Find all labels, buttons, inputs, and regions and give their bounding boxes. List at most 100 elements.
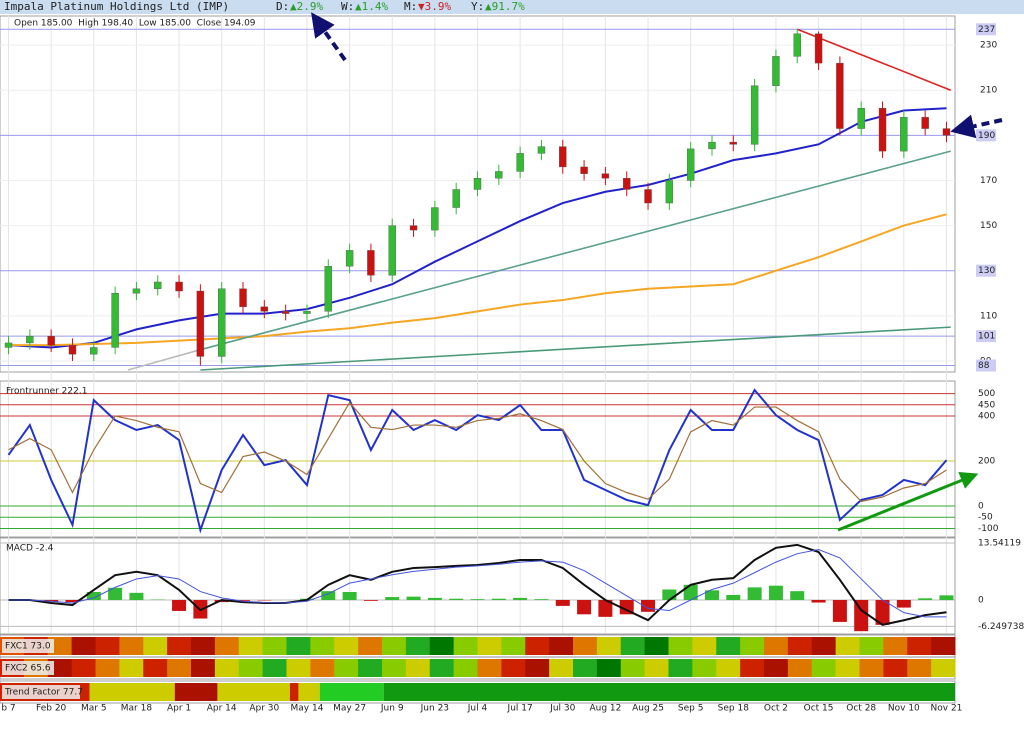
x-tick-label: Jun 9	[380, 704, 404, 714]
moving-average	[8, 107, 947, 349]
histogram-bar	[363, 600, 378, 601]
heat-cell	[262, 659, 287, 677]
histogram-bar	[768, 585, 783, 600]
heat-cell	[214, 637, 240, 655]
candle-body	[409, 225, 418, 231]
trend-segment	[89, 683, 175, 701]
x-tick-label: Oct 2	[764, 704, 788, 714]
x-tick-label: Jul 30	[549, 704, 575, 714]
histogram-bar	[854, 600, 869, 632]
candle-body	[324, 266, 332, 312]
candle-body	[495, 171, 503, 179]
heat-cell	[692, 659, 717, 677]
heat-cell	[644, 659, 669, 677]
x-tick-label: Nov 10	[888, 704, 920, 714]
candle-body	[665, 180, 674, 204]
heat-cell	[931, 637, 956, 655]
candle-body	[260, 306, 269, 312]
candle-body	[452, 189, 460, 208]
x-tick-label: Mar 18	[121, 704, 153, 714]
heat-cell	[143, 637, 168, 655]
macd-line	[8, 543, 947, 626]
x-tick-label: Sep 18	[718, 704, 750, 714]
level-label: 130	[978, 266, 995, 276]
candle-body	[900, 117, 908, 152]
header-bar	[0, 0, 1024, 14]
change-value: ▲2.9%	[290, 0, 323, 13]
annotation-arrow	[311, 12, 347, 62]
candle-body	[942, 128, 951, 136]
strip-label-bg	[2, 685, 80, 699]
candle-body	[345, 250, 354, 267]
trend-segment	[174, 683, 218, 701]
histogram-bar	[86, 592, 101, 600]
candle-body	[708, 141, 716, 150]
heat-cell	[95, 659, 120, 677]
y-tick-label: 150	[980, 221, 997, 231]
histogram-bar	[406, 596, 421, 600]
x-tick-label: Aug 12	[589, 704, 621, 714]
heat-cell	[71, 637, 96, 655]
candle-body	[750, 85, 759, 145]
heat-cell	[167, 637, 192, 655]
candle-body	[26, 335, 34, 344]
histogram-bar	[598, 600, 613, 617]
heat-cell	[811, 659, 837, 677]
candle-body	[580, 166, 588, 174]
heat-cell	[358, 637, 383, 655]
candle-body	[132, 288, 141, 294]
heat-cell	[95, 637, 120, 655]
heat-cell	[525, 659, 550, 677]
heat-cell	[334, 637, 359, 655]
candle-body	[196, 290, 205, 357]
y-tick-label: 450	[978, 400, 995, 410]
histogram-bar	[832, 600, 847, 622]
heat-cell	[453, 637, 478, 655]
y-tick-label: 0	[978, 596, 984, 606]
oscillator-line	[7, 388, 948, 534]
heat-cell	[429, 659, 455, 677]
candle-body	[90, 347, 98, 355]
candle-body	[175, 281, 183, 292]
candle-body	[814, 33, 823, 64]
change-label: W:	[341, 0, 354, 13]
candle-body	[836, 62, 844, 129]
level-label-bg	[976, 264, 996, 277]
chart-title: Impala Platinum Holdings Ltd (IMP)	[4, 0, 229, 13]
heat-cell	[811, 637, 837, 655]
y-tick-label: 500	[978, 389, 995, 399]
histogram-bar	[790, 591, 805, 600]
heat-cell	[549, 659, 574, 677]
heat-cell	[573, 637, 598, 655]
heat-cell	[907, 637, 932, 655]
panel-title: MACD -2.4	[6, 544, 54, 554]
level-label: 190	[978, 131, 995, 141]
heat-cell	[238, 637, 264, 655]
candle-body	[217, 288, 226, 357]
histogram-bar	[449, 598, 464, 600]
trend-segment	[319, 683, 384, 701]
level-label: 88	[978, 361, 990, 371]
histogram-bar	[427, 597, 442, 600]
candle-body	[623, 178, 631, 190]
change-value: ▼3.9%	[418, 0, 451, 13]
x-tick-label: Jul 4	[467, 704, 488, 714]
heat-cell	[286, 637, 311, 655]
histogram-bar	[129, 592, 144, 600]
plot-layer: b 7 Feb 20 Mar 5 Mar 18 Apr 1 Apr 14 Apr 30 May…	[0, 0, 1024, 714]
x-tick-label: Apr 14	[207, 704, 237, 714]
x-tick-label: Aug 25	[632, 704, 664, 714]
heat-cell	[525, 637, 550, 655]
trendline	[200, 150, 951, 351]
histogram-bar	[534, 599, 549, 600]
histogram-bar	[577, 600, 592, 615]
heat-cell	[405, 659, 431, 677]
candle-body	[154, 281, 162, 289]
change-value: ▲1.4%	[355, 0, 388, 13]
strip-label-bg	[2, 639, 54, 653]
y-tick-label: 170	[980, 176, 997, 186]
candle-body	[793, 33, 801, 57]
level-label: 237	[978, 25, 995, 35]
heat-cell	[286, 659, 311, 677]
